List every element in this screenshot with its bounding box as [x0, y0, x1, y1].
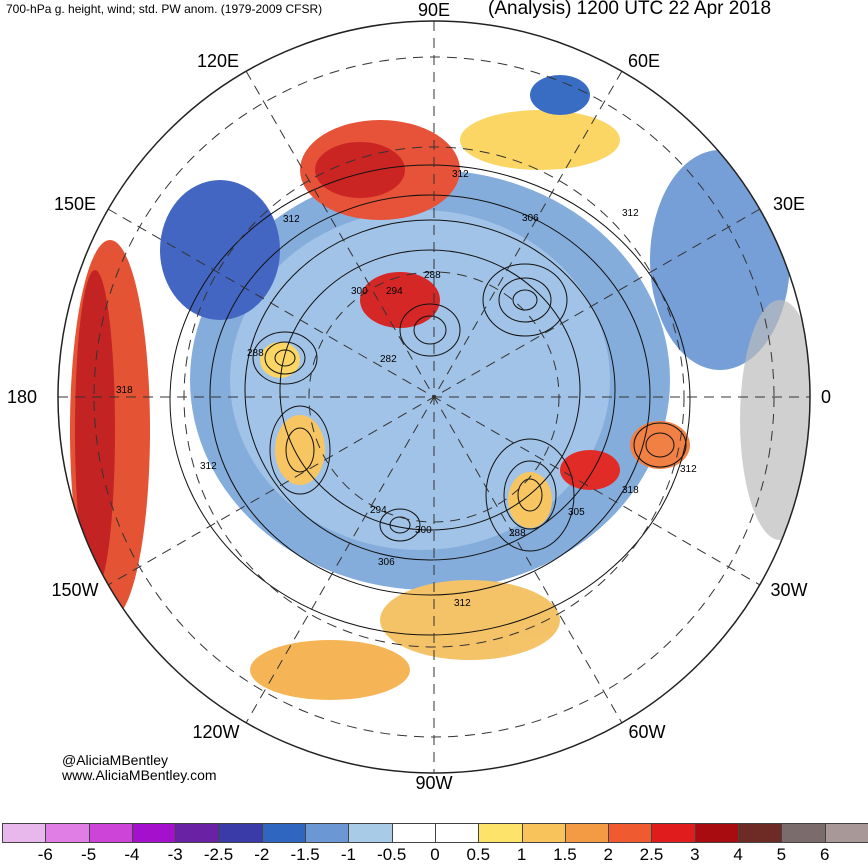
contour-label: 312 [680, 464, 697, 475]
credit-handle: @AliciaMBentley [62, 752, 169, 768]
contour-label: 282 [380, 354, 397, 365]
colorbar-tick-label: -4 [124, 845, 140, 864]
contour-labels: 312 312 312 306 288 294 300 282 288 318 … [116, 169, 697, 609]
colorbar-swatch [88, 823, 133, 843]
colorbar-tick-label: -1.5 [290, 845, 320, 864]
colorbar-swatch [824, 823, 868, 843]
colorbar-swatch [651, 823, 696, 843]
contour-label: 312 [283, 214, 300, 225]
colorbar-swatch [478, 823, 523, 843]
colorbar-tick-labels: -6 -5 -4 -3 -2.5 -2 -1.5 -1 -0.5 0 0.5 1 1.5 2 2.5 3 4 5 6 [0, 845, 868, 865]
colorbar-swatch [45, 823, 90, 843]
colorbar-tick-label: 2.5 [639, 845, 664, 864]
colorbar-tick-label: 4 [733, 845, 743, 864]
pw-anomaly-shading [70, 75, 810, 700]
colorbar-swatches [2, 823, 868, 843]
lon-label-180: 180 [7, 387, 37, 407]
lon-label-30w: 30W [770, 580, 807, 600]
map-title: (Analysis) 1200 UTC 22 Apr 2018 [488, 0, 772, 19]
contour-label: 288 [247, 348, 264, 359]
colorbar: -6 -5 -4 -3 -2.5 -2 -1.5 -1 -0.5 0 0.5 1 1.5 2 2.5 3 4 5 6 [0, 822, 868, 865]
lon-label-150w: 150W [51, 580, 98, 600]
graticule [58, 21, 810, 773]
contour-label: 288 [424, 270, 441, 281]
colorbar-swatch [261, 823, 307, 843]
contour-label: 306 [522, 213, 539, 224]
contour-label: 300 [351, 286, 368, 297]
contour-label: 318 [622, 485, 639, 496]
map-border [57, 20, 811, 774]
lon-label-120e: 120E [197, 51, 239, 71]
contour-label: 312 [200, 461, 217, 472]
longitude-labels: 90E 120E 60E 150E 30E 180 0 150W 30W 120… [7, 0, 831, 793]
lon-label-30e: 30E [773, 194, 805, 214]
colorbar-swatch [694, 823, 740, 843]
colorbar-tick-label: 0 [430, 845, 440, 864]
colorbar-tick-label: 0.5 [466, 845, 491, 864]
lon-label-90w: 90W [415, 773, 452, 793]
contour-label: 312 [454, 598, 471, 609]
colorbar-swatch [305, 823, 350, 843]
colorbar-tick-label: -2.5 [203, 845, 234, 864]
contour-label: 312 [452, 169, 469, 180]
colorbar-swatch [608, 823, 653, 843]
lon-label-60e: 60E [628, 51, 660, 71]
colorbar-swatch [348, 823, 393, 843]
map-disc [58, 21, 810, 773]
colorbar-tick-label: -3 [167, 845, 183, 864]
map-subtitle: 700-hPa g. height, wind; std. PW anom. (… [6, 2, 323, 16]
lon-label-150e: 150E [54, 194, 96, 214]
colorbar-swatch [781, 823, 826, 843]
colorbar-swatch [434, 823, 480, 843]
colorbar-swatch [738, 823, 783, 843]
colorbar-tick-label: 1 [516, 845, 527, 864]
colorbar-swatch [2, 823, 47, 843]
colorbar-swatch [391, 823, 436, 843]
contour-label: 306 [378, 557, 395, 568]
colorbar-tick-label: -5 [81, 845, 97, 864]
contour-label: 288 [509, 528, 526, 539]
colorbar-tick-label: 5 [776, 845, 787, 864]
lon-label-60w: 60W [628, 722, 665, 742]
contour-label: 312 [622, 208, 639, 219]
lon-label-0: 0 [821, 387, 831, 407]
colorbar-swatch [564, 823, 610, 843]
credit-website: www.AliciaMBentley.com [62, 767, 217, 783]
colorbar-tick-label: -2 [254, 845, 270, 864]
lon-label-120w: 120W [192, 722, 239, 742]
colorbar-tick-label: -6 [37, 845, 53, 864]
colorbar-swatch [218, 823, 263, 843]
polar-map: 90E 120E 60E 150E 30E 180 0 150W 30W 120… [7, 0, 831, 793]
colorbar-tick-label: -0.5 [377, 845, 407, 864]
colorbar-tick-label: -1 [340, 845, 356, 864]
lon-label-90e: 90E [418, 0, 450, 20]
colorbar-swatch [131, 823, 177, 843]
colorbar-swatch [175, 823, 220, 843]
colorbar-tick-label: 2 [603, 845, 613, 864]
colorbar-tick-label: 6 [819, 845, 830, 864]
contour-label: 305 [568, 507, 585, 518]
colorbar-tick-label: 3 [690, 845, 700, 864]
height-contours [169, 164, 691, 636]
contour-label: 294 [386, 286, 403, 297]
colorbar-swatch [521, 823, 566, 843]
contour-label: 318 [116, 385, 133, 396]
contour-label: 294 [370, 505, 387, 516]
colorbar-tick-label: 1.5 [553, 845, 577, 864]
contour-label: 300 [415, 525, 432, 536]
